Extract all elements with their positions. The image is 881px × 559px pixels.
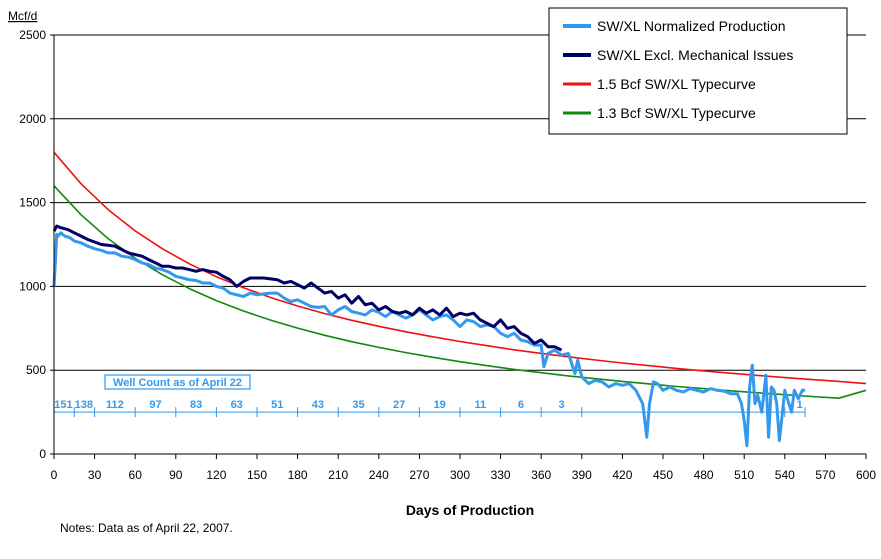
axes: 0 500 1000 1500 2000 2500 0 30 60 90 120 150 180 210 2… [19,28,876,482]
well-count-label-195: 43 [312,399,324,411]
well-count-label-75: 97 [149,399,161,411]
y-axis-label: Mcf/d [8,9,37,23]
legend-label-1: SW/XL Excl. Mechanical Issues [597,47,793,63]
x-axis-label: Days of Production [406,502,534,518]
x-tick-label-210: 210 [328,468,348,482]
x-tick-label-510: 510 [734,468,754,482]
x-tick-label-300: 300 [450,468,470,482]
x-tick-label-420: 420 [612,468,632,482]
x-tick-label-180: 180 [288,468,308,482]
x-tick-label-30: 30 [88,468,102,482]
well-count-label-551: 1 [797,399,803,411]
x-tick-label-150: 150 [247,468,267,482]
well-count-label-135: 63 [231,399,243,411]
x-tick-label-480: 480 [694,468,714,482]
x-tick-label-360: 360 [531,468,551,482]
y-tick-label-1000: 1000 [19,279,46,293]
well-count-label-315: 11 [474,399,486,411]
well-count-label-375: 3 [558,399,564,411]
x-tick-label-120: 120 [206,468,226,482]
well-count-label-45: 112 [106,399,124,411]
x-tick-label-90: 90 [169,468,183,482]
well-count-label-225: 35 [352,399,364,411]
x-tick-label-330: 330 [491,468,511,482]
x-tick-label-270: 270 [409,468,429,482]
series-lines [52,151,867,448]
x-tick-label-540: 540 [775,468,795,482]
x-tick-label-570: 570 [815,468,835,482]
y-tick-label-500: 500 [26,363,46,377]
well-count-title: Well Count as of April 22 [113,377,242,389]
x-tick-label-450: 450 [653,468,673,482]
x-tick-label-390: 390 [572,468,592,482]
legend-label-2: 1.5 Bcf SW/XL Typecurve [597,76,756,92]
series-line-2 [53,151,867,385]
y-tick-label-0: 0 [39,447,46,461]
x-tick-label-240: 240 [369,468,389,482]
series-line-0 [52,231,806,448]
well-count-label-165: 51 [271,399,283,411]
y-tick-label-2000: 2000 [19,112,46,126]
notes-text: Notes: Data as of April 22, 2007. [60,521,233,535]
x-tick-label-0: 0 [51,468,58,482]
well-count-label-22: 138 [75,399,93,411]
well-count-label-345: 6 [518,399,524,411]
legend-label-3: 1.3 Bcf SW/XL Typecurve [597,105,756,121]
x-tick-label-600: 600 [856,468,876,482]
well-count-label-box [104,374,251,390]
series-line-1 [52,224,563,352]
x-tick-label-60: 60 [129,468,143,482]
well-count-label-105: 83 [190,399,202,411]
legend-box [548,7,848,135]
series-line-3 [53,185,867,400]
y-tick-label-2500: 2500 [19,28,46,42]
well-count-label-285: 19 [434,399,446,411]
legend-label-0: SW/XL Normalized Production [597,18,786,34]
well-count-label-255: 27 [393,399,405,411]
y-tick-label-1500: 1500 [19,196,46,210]
legend: SW/XL Normalized Production SW/XL Excl. M… [548,7,848,135]
well-count-label-7: 151 [54,399,72,411]
